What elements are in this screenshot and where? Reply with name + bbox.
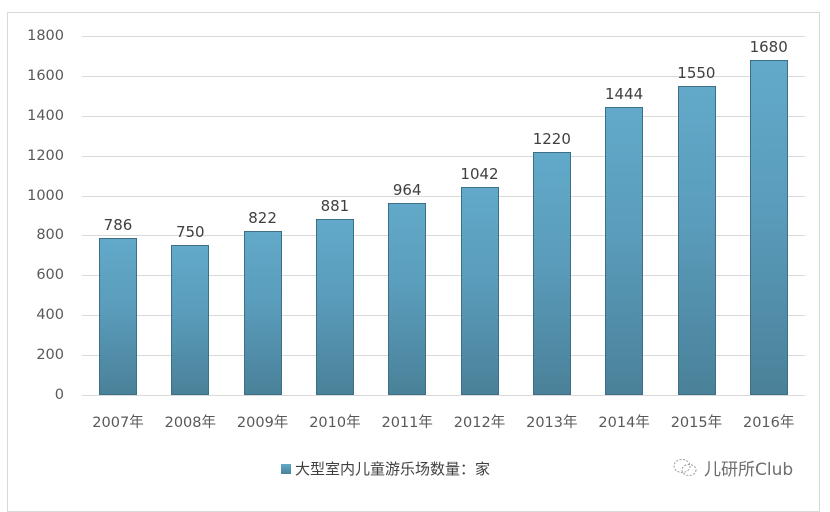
- bar: [316, 219, 355, 395]
- watermark-text: 儿研所Club: [704, 460, 794, 480]
- gridline: [82, 75, 805, 77]
- x-tick-label: 2011年: [381, 415, 433, 431]
- y-tick-label: 1600: [27, 67, 64, 84]
- y-tick-label: 1800: [27, 28, 64, 44]
- data-label: 1444: [605, 85, 644, 103]
- x-tick-label: 2007年: [92, 415, 144, 431]
- y-tick-label: 0: [54, 387, 64, 403]
- data-label: 750: [175, 223, 205, 242]
- y-tick-label: 800: [36, 227, 64, 244]
- y-tick-label: 400: [36, 307, 64, 324]
- data-label: 964: [392, 180, 422, 199]
- gridline: [82, 115, 805, 117]
- y-tick-label: 1200: [27, 147, 64, 164]
- x-tick-label: 2012年: [453, 415, 506, 431]
- bar: [99, 238, 138, 395]
- gridline: [82, 36, 805, 37]
- plot-area: 786 750 822 881 964 1042 1220 1444 1550 1680: [82, 36, 805, 396]
- legend-swatch: [281, 463, 291, 474]
- y-tick-label: 600: [36, 267, 64, 284]
- bar: [388, 202, 427, 395]
- x-tick-label: 2008年: [164, 415, 216, 431]
- x-tick-label: 2013年: [526, 415, 578, 431]
- data-label: 1220: [532, 129, 571, 148]
- bar: [460, 187, 499, 395]
- data-label: 786: [103, 216, 133, 235]
- wechat-icon: [673, 458, 697, 476]
- gridline: [82, 275, 805, 277]
- gridline: [82, 315, 805, 317]
- bar: [605, 107, 644, 395]
- x-tick-label: 2015年: [670, 415, 723, 431]
- y-tick-label: 1400: [27, 107, 64, 124]
- bar: [243, 231, 282, 395]
- legend: 大型室内儿童游乐场数量：家: [281, 458, 490, 479]
- bar: [171, 245, 210, 395]
- legend-label: 大型室内儿童游乐场数量：家: [295, 460, 491, 478]
- x-tick-label: 2014年: [598, 415, 650, 431]
- y-tick-label: 200: [36, 347, 64, 364]
- data-label: 881: [320, 197, 350, 216]
- data-label: 1680: [749, 37, 788, 56]
- x-tick-label: 2010年: [309, 415, 361, 431]
- watermark: 儿研所Club: [672, 455, 793, 480]
- y-tick-label: 1000: [27, 187, 64, 204]
- gridline: [82, 395, 805, 396]
- x-tick-label: 2009年: [236, 415, 289, 431]
- gridline: [82, 155, 805, 157]
- data-label: 1042: [460, 165, 499, 184]
- gridline: [82, 195, 805, 197]
- data-label: 1550: [677, 63, 716, 82]
- bar: [677, 85, 716, 395]
- data-label: 822: [248, 209, 277, 228]
- bar: [749, 59, 788, 395]
- x-tick-label: 2016年: [742, 415, 795, 431]
- gridline: [82, 235, 805, 237]
- gridline: [82, 355, 805, 357]
- bar: [532, 151, 571, 395]
